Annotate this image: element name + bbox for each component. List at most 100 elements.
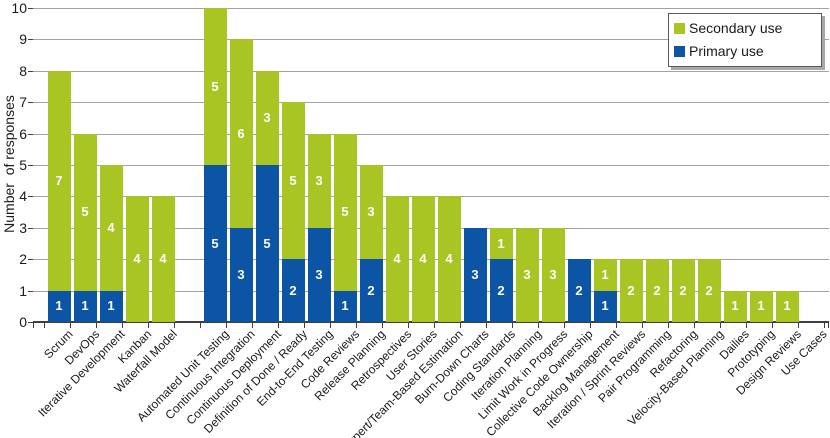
bar-segment-primary-use [333, 290, 357, 322]
bar-segment-primary-use [99, 290, 123, 322]
bar-value-label: 7 [55, 172, 63, 188]
x-tick-mark [538, 323, 539, 328]
y-tick-label: 7 [19, 94, 27, 111]
y-tick-mark [28, 259, 33, 261]
bar-segment-secondary-use [333, 133, 357, 291]
bar-value-label: 2 [653, 282, 661, 298]
x-tick-mark [512, 323, 513, 328]
bar-value-label: 5 [211, 78, 219, 94]
bar-value-label: 4 [393, 251, 401, 267]
y-tick-mark [28, 133, 33, 135]
x-tick-mark [694, 323, 695, 328]
y-tick-label: 2 [19, 251, 27, 268]
bar-value-label: 1 [497, 235, 505, 251]
x-tick-mark [434, 323, 435, 328]
bar-value-label: 1 [601, 266, 609, 282]
x-tick-mark [226, 323, 227, 328]
y-tick-mark [28, 102, 33, 104]
bar-segment-secondary-use [281, 102, 305, 260]
x-tick-mark [304, 323, 305, 328]
x-tick-mark [96, 323, 97, 328]
y-tick-label: 5 [19, 157, 27, 173]
bar-segment-secondary-use [125, 196, 149, 322]
x-tick-mark [642, 323, 643, 328]
bar-segment-secondary-use [723, 290, 747, 322]
x-tick-mark [590, 323, 591, 328]
y-tick-mark [28, 39, 33, 41]
x-tick-mark [486, 323, 487, 328]
x-tick-mark [798, 323, 799, 328]
bar-segment-primary-use [229, 227, 253, 322]
bar-value-label: 5 [341, 204, 349, 220]
x-tick-mark [382, 323, 383, 328]
x-tick-mark [746, 323, 747, 328]
y-tick-mark [28, 196, 33, 198]
bar-value-label: 3 [263, 109, 271, 125]
y-tick-label: 10 [11, 0, 27, 16]
bar-segment-primary-use [593, 290, 617, 322]
x-tick-mark [668, 323, 669, 328]
x-tick-mark [122, 323, 123, 328]
y-tick-label: 6 [19, 125, 27, 142]
legend-label-primary: Primary use [689, 43, 764, 59]
bar-segment-secondary-use [411, 196, 435, 322]
bar-segment-secondary-use [99, 165, 123, 291]
bar-value-label: 5 [211, 235, 219, 251]
x-axis-line [33, 321, 829, 323]
bar-segment-primary-use [307, 227, 331, 322]
x-tick-mark [174, 323, 175, 328]
x-tick-mark [828, 323, 829, 328]
bar-value-label: 1 [107, 298, 115, 314]
bar-value-label: 1 [341, 298, 349, 314]
x-tick-mark [44, 323, 45, 328]
bar-segment-secondary-use [489, 227, 513, 260]
bar-value-label: 2 [497, 282, 505, 298]
bar-value-label: 4 [159, 251, 167, 267]
y-tick-mark [28, 227, 33, 229]
bar-segment-secondary-use [593, 259, 617, 291]
legend-item-primary-use: Primary use [669, 40, 821, 63]
bar-segment-secondary-use [619, 259, 643, 322]
bar-segment-primary-use [203, 165, 227, 322]
bar-value-label: 1 [55, 298, 63, 314]
bar-value-label: 3 [367, 204, 375, 220]
gridline [33, 165, 829, 166]
bar-value-label: 1 [783, 298, 791, 314]
x-tick-mark [33, 323, 34, 328]
bar-value-label: 2 [367, 282, 375, 298]
bar-segment-primary-use [463, 227, 487, 322]
x-tick-mark [200, 323, 201, 328]
y-tick-label: 1 [19, 282, 27, 299]
bar-value-label: 3 [523, 266, 531, 282]
bar-segment-primary-use [47, 290, 71, 322]
gridline [33, 8, 829, 9]
y-tick-label: 9 [19, 31, 27, 48]
legend-swatch-primary-icon [674, 46, 685, 57]
bar-value-label: 4 [107, 219, 115, 235]
x-tick-mark [148, 323, 149, 328]
bar-segment-secondary-use [151, 196, 175, 322]
bar-segment-primary-use [255, 165, 279, 322]
bar-value-label: 2 [289, 282, 297, 298]
bar-value-label: 3 [315, 266, 323, 282]
bar-segment-secondary-use [515, 227, 539, 322]
y-tick-label: 4 [19, 188, 27, 205]
y-tick-mark [28, 70, 33, 72]
bar-value-label: 4 [419, 251, 427, 267]
bar-value-label: 3 [237, 266, 245, 282]
x-tick-mark [824, 323, 825, 328]
x-tick-mark [460, 323, 461, 328]
y-tick-mark [28, 165, 33, 166]
gridline [33, 133, 829, 135]
bar-value-label: 5 [289, 172, 297, 188]
gridline [33, 102, 829, 104]
y-tick-label: 8 [19, 62, 27, 79]
bar-value-label: 3 [471, 266, 479, 282]
y-tick-mark [28, 290, 33, 292]
bar-value-label: 5 [263, 235, 271, 251]
bar-segment-secondary-use [255, 70, 279, 165]
bar-value-label: 3 [549, 266, 557, 282]
bar-value-label: 3 [315, 172, 323, 188]
bar-segment-secondary-use [73, 133, 97, 291]
